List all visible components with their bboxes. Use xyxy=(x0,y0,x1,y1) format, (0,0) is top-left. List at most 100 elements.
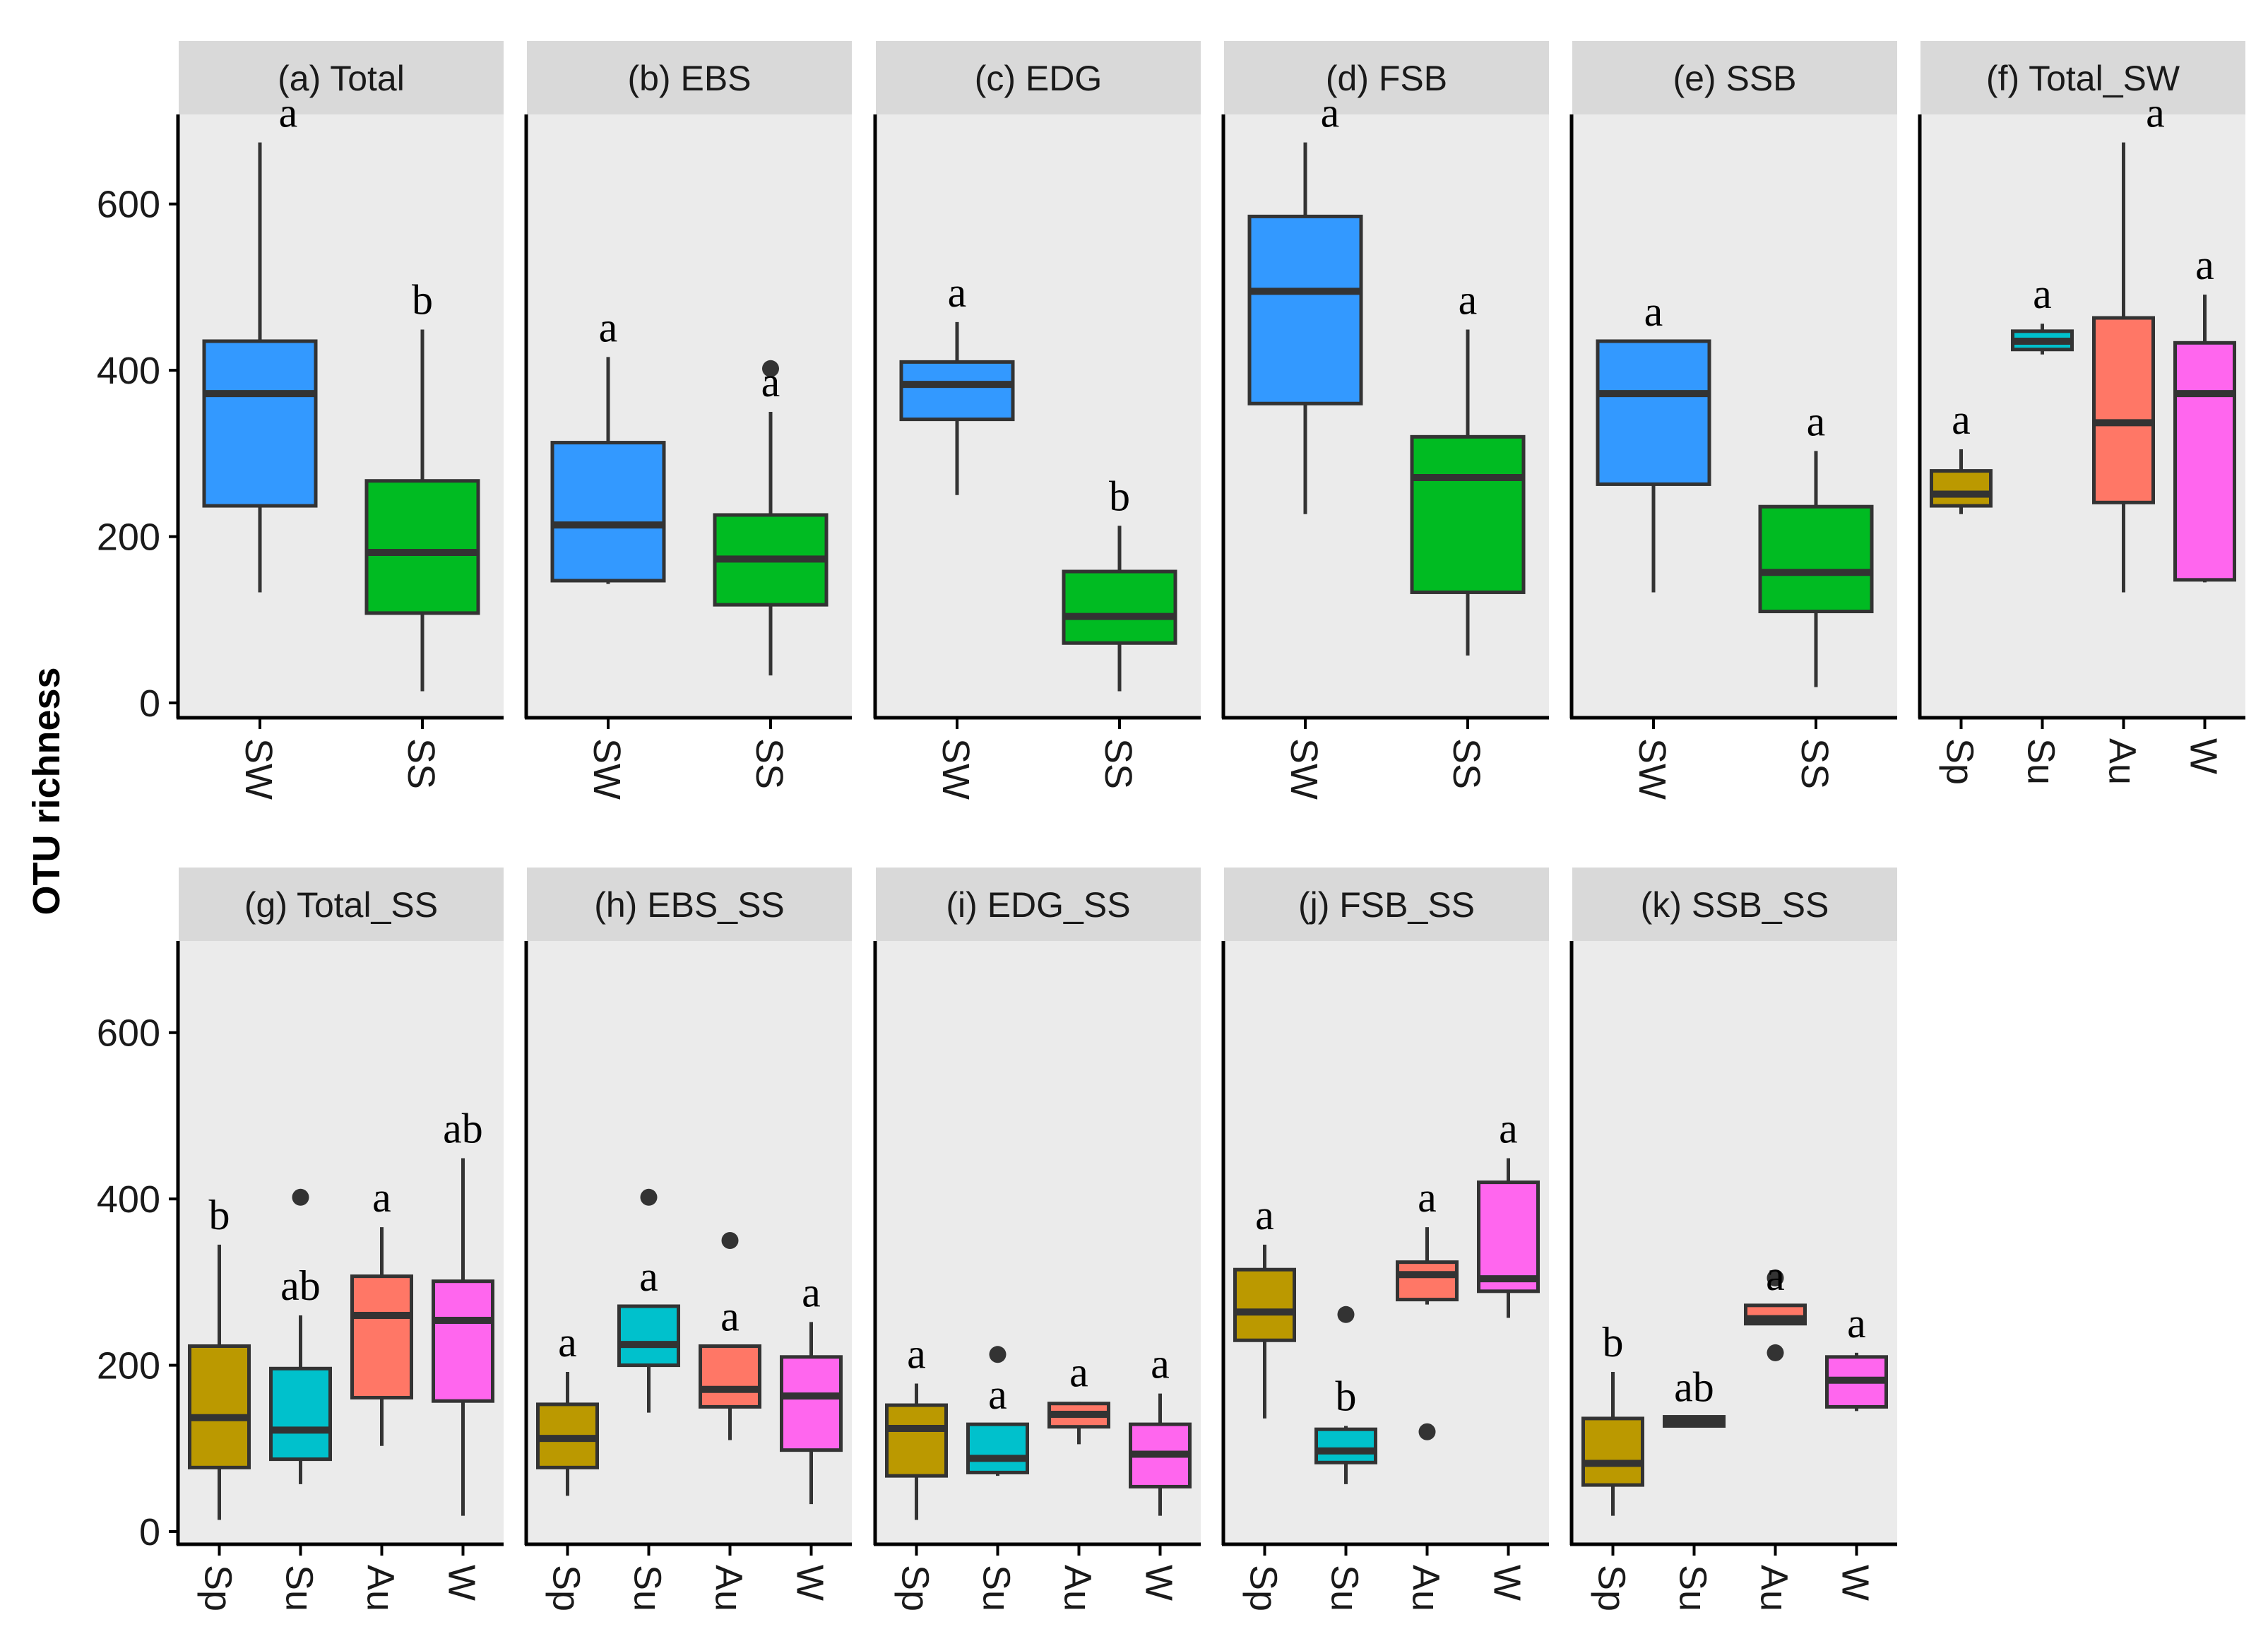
significance-label: b xyxy=(1109,473,1130,519)
x-tick-label: Sp xyxy=(1242,1565,1285,1611)
box-su: ab Su xyxy=(269,1188,332,1611)
iqr-box xyxy=(1233,1267,1296,1342)
iqr-box xyxy=(617,1304,680,1368)
outlier-point xyxy=(1418,1423,1436,1440)
x-tick-label: W xyxy=(441,1565,483,1601)
significance-label: a xyxy=(2146,90,2165,136)
significance-label: a xyxy=(802,1269,821,1315)
iqr-box xyxy=(885,1403,948,1478)
box-ss: b SS xyxy=(364,276,480,789)
iqr-box xyxy=(966,1422,1029,1474)
x-tick-label: Sp xyxy=(197,1565,239,1611)
box-au: a Au xyxy=(1396,1174,1459,1611)
iqr-box xyxy=(1477,1180,1540,1293)
significance-label: a xyxy=(372,1174,391,1221)
x-tick-label: Au xyxy=(1057,1565,1099,1611)
x-tick-label: Au xyxy=(1405,1565,1447,1611)
significance-label: a xyxy=(761,359,780,405)
significance-label: ab xyxy=(280,1262,321,1309)
outlier-point xyxy=(292,1188,309,1206)
box-su: b Su xyxy=(1314,1306,1377,1611)
outlier-point xyxy=(1767,1269,1784,1286)
box-sw: a SW xyxy=(1247,90,1363,800)
box-w: aW xyxy=(1825,1300,1888,1601)
x-tick-label: Su xyxy=(975,1565,1018,1611)
significance-label: a xyxy=(1418,1174,1437,1221)
box-au: a Au xyxy=(2092,90,2165,785)
significance-label: a xyxy=(1807,398,1826,444)
iqr-box xyxy=(1581,1416,1644,1487)
x-tick-label: W xyxy=(1486,1565,1528,1601)
iqr-box xyxy=(550,441,666,583)
iqr-box xyxy=(364,479,480,615)
y-tick-label: 600 xyxy=(97,184,160,226)
strip-background xyxy=(179,41,504,114)
iqr-box xyxy=(780,1355,843,1452)
strip-title: (k) SSB_SS xyxy=(1641,885,1829,925)
y-tick-label: 200 xyxy=(97,516,160,559)
box-w: aW xyxy=(1477,1105,1540,1601)
significance-label: a xyxy=(720,1293,740,1340)
y-tick-label: 0 xyxy=(139,1511,160,1553)
x-tick-label: SW xyxy=(1631,738,1673,800)
x-tick-label: Sp xyxy=(545,1565,588,1611)
significance-label: a xyxy=(1255,1192,1274,1238)
outlier-point xyxy=(762,360,779,377)
panel-1: (a) Total 0 200 400 600 a SW b SS xyxy=(97,41,504,800)
x-tick-label: Su xyxy=(278,1565,321,1611)
significance-label: a xyxy=(907,1330,926,1377)
panel-2: (b) EBS a SW a SS xyxy=(524,41,852,800)
significance-label: a xyxy=(1644,288,1663,335)
outlier-point xyxy=(721,1232,739,1250)
significance-label: a xyxy=(1952,396,1971,443)
significance-label: a xyxy=(1499,1105,1518,1152)
x-tick-label: Au xyxy=(708,1565,750,1611)
box-su: a Su xyxy=(2011,271,2074,785)
box-sp: a Sp xyxy=(536,1319,599,1611)
significance-label: b xyxy=(1336,1373,1357,1420)
iqr-box xyxy=(202,339,318,508)
significance-label: a xyxy=(988,1371,1007,1418)
significance-label: a xyxy=(1847,1300,1866,1346)
iqr-box xyxy=(432,1279,494,1403)
x-tick-label: SS xyxy=(1097,738,1139,789)
iqr-box xyxy=(1930,469,1993,508)
significance-label: a xyxy=(948,269,967,316)
strip-background xyxy=(179,868,504,941)
panel-7: (g) Total_SS 0 200 400 600 b Sp ab Su a Au ab W xyxy=(97,868,504,1611)
significance-label: b xyxy=(412,276,433,323)
y-tick-label: 600 xyxy=(97,1012,160,1055)
x-tick-label: W xyxy=(1834,1565,1877,1601)
box-au: a Au xyxy=(350,1174,413,1611)
strip-background xyxy=(1224,868,1549,941)
panel-3: (c) EDG a SW b SS xyxy=(873,41,1201,800)
box-w: aW xyxy=(2173,242,2236,774)
iqr-box xyxy=(350,1274,413,1399)
x-tick-label: SW xyxy=(237,738,280,800)
x-tick-label: SS xyxy=(1793,738,1836,789)
iqr-box xyxy=(899,360,1015,422)
y-tick-label: 400 xyxy=(97,1178,160,1221)
x-tick-label: Su xyxy=(2020,738,2062,785)
x-tick-label: Su xyxy=(1672,1565,1714,1611)
box-w: ab W xyxy=(432,1105,494,1601)
box-sp: a Sp xyxy=(885,1330,948,1611)
x-tick-label: SS xyxy=(400,738,442,789)
strip-background xyxy=(527,41,852,114)
x-tick-label: Sp xyxy=(1591,1565,1633,1611)
significance-label: a xyxy=(1151,1341,1170,1387)
x-tick-label: W xyxy=(789,1565,831,1601)
strip-title: (f) Total_SW xyxy=(1986,59,2180,98)
outlier-point xyxy=(1337,1306,1355,1323)
iqr-box xyxy=(699,1344,761,1409)
box-sw: a SW xyxy=(899,269,1015,800)
box-au: a Au xyxy=(1744,1253,1807,1611)
x-tick-label: Sp xyxy=(1939,738,1981,785)
iqr-box xyxy=(1396,1260,1459,1302)
significance-label: a xyxy=(1459,276,1478,323)
box-au: a Au xyxy=(1047,1349,1110,1611)
